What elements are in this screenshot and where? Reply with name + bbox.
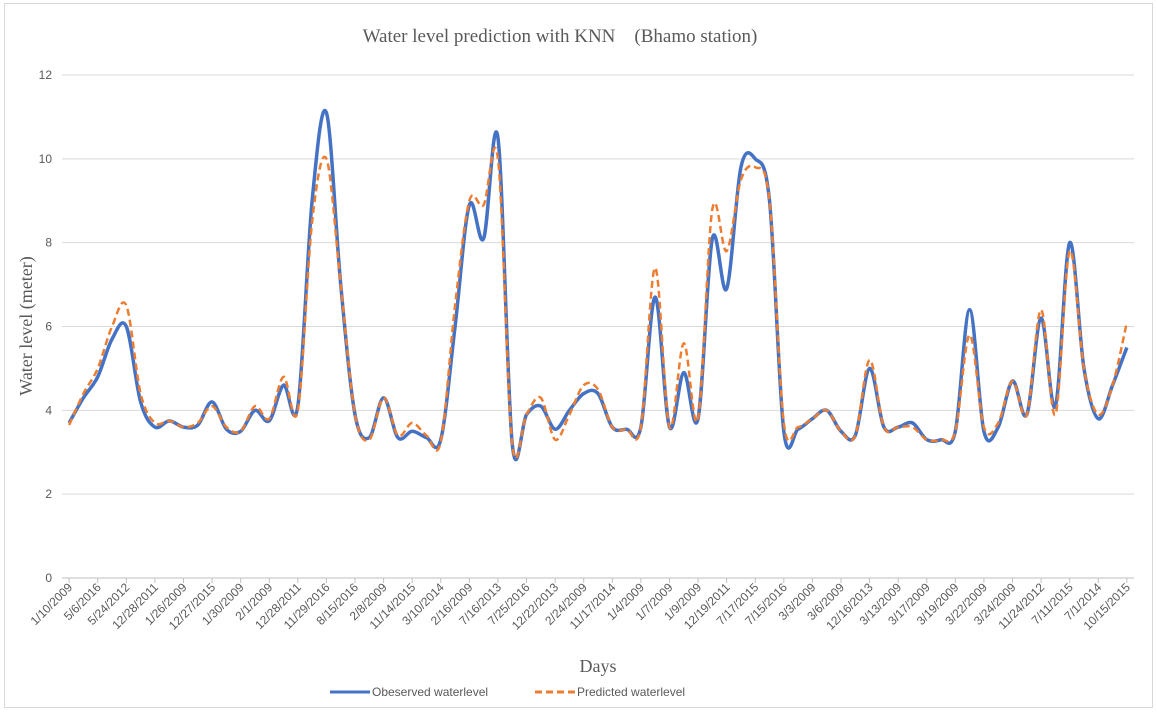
y-tick-label: 0 [45, 571, 52, 585]
x-axis-label: Days [580, 656, 617, 676]
chart-title: Water level prediction with KNN (Bhamo s… [363, 26, 758, 47]
y-tick-label: 10 [39, 152, 53, 166]
legend-label: Obeserved waterlevel [372, 685, 488, 699]
chart-frame [4, 3, 1153, 708]
y-tick-label: 4 [45, 403, 52, 417]
legend-label: Predicted waterlevel [577, 685, 685, 699]
y-tick-label: 12 [39, 68, 53, 82]
y-tick-label: 6 [45, 320, 52, 334]
series-line [68, 146, 1129, 460]
y-axis-label: Water level (meter) [16, 256, 37, 395]
y-tick-label: 2 [45, 487, 52, 501]
y-tick-label: 8 [45, 236, 52, 250]
